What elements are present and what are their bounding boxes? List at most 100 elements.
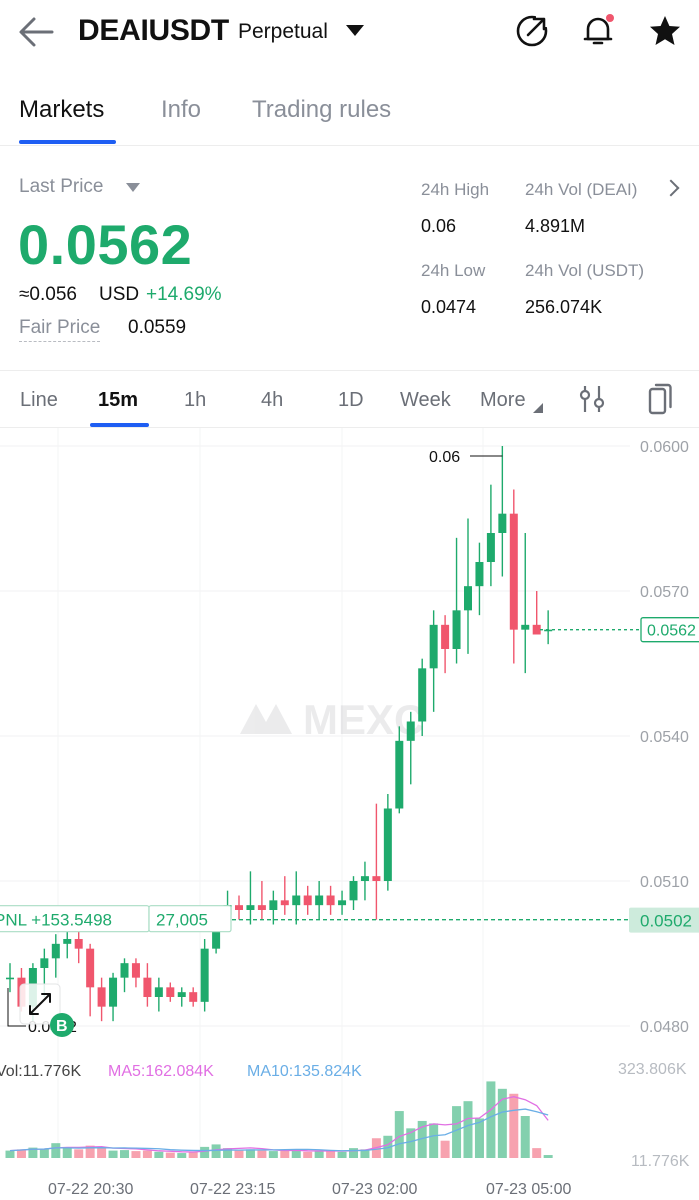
interval-active-indicator — [90, 423, 149, 427]
volume-bar — [452, 1106, 462, 1158]
volume-bar — [337, 1151, 347, 1158]
vol-base-label: 24h Vol (DEAI) — [525, 180, 638, 199]
last-price-dropdown-icon[interactable] — [126, 183, 140, 192]
y-tick-label: 0.0510 — [640, 874, 689, 891]
tab-active-indicator — [19, 140, 116, 144]
candle-body — [395, 740, 404, 809]
fullscreen-button[interactable] — [19, 983, 61, 1025]
low-24h-label: 24h Low — [421, 261, 486, 280]
volume-bar — [245, 1149, 255, 1158]
star-icon[interactable] — [648, 14, 682, 48]
volume-bar — [326, 1150, 336, 1158]
volume-bar — [257, 1150, 267, 1158]
interval-more[interactable]: More — [480, 389, 526, 411]
candle-body — [166, 987, 175, 997]
buy-marker[interactable]: B — [50, 1013, 74, 1037]
interval-1h[interactable]: 1h — [184, 389, 207, 411]
volume-bar — [28, 1147, 38, 1158]
header: DEAIUSDT Perpetual — [0, 0, 699, 64]
ma10-label: MA10:135.824K — [247, 1063, 362, 1080]
candle-body — [303, 895, 312, 906]
volume-bar — [314, 1151, 324, 1158]
low-24h-value: 0.0474 — [421, 297, 477, 317]
tabs-divider — [0, 145, 699, 146]
last-price-label[interactable]: Last Price — [19, 176, 104, 197]
interval-week[interactable]: Week — [400, 389, 451, 411]
rotate-screen-icon[interactable] — [646, 383, 674, 415]
share-icon[interactable] — [515, 14, 549, 48]
tab-info[interactable]: Info — [161, 96, 202, 123]
volume-ma10-line — [9, 1108, 549, 1152]
volume-bar — [234, 1150, 244, 1158]
candle-body — [521, 624, 530, 630]
volume-bar — [543, 1155, 553, 1158]
tab-trading-rules[interactable]: Trading rules — [252, 96, 392, 123]
candle-body — [51, 943, 60, 959]
volume-bar — [486, 1081, 496, 1158]
volume-bar — [39, 1148, 49, 1158]
vol-quote-label: 24h Vol (USDT) — [525, 261, 645, 280]
candle-body — [383, 808, 392, 881]
interval-1d[interactable]: 1D — [338, 389, 364, 411]
volume-group — [5, 1081, 553, 1158]
candle-body — [189, 992, 198, 1002]
candle-body — [429, 624, 438, 669]
vol-base-value: 4.891M — [525, 216, 586, 236]
candle-body — [349, 881, 358, 901]
x-tick-label: 07-23 02:00 — [332, 1181, 418, 1198]
volume-bar — [532, 1148, 542, 1158]
volume-bar — [51, 1143, 61, 1158]
candle-body — [280, 900, 289, 906]
ma5-label: MA5:162.084K — [108, 1063, 214, 1080]
volume-bar — [74, 1149, 84, 1158]
more-dropdown-icon[interactable] — [533, 403, 543, 413]
x-tick-label: 07-22 23:15 — [190, 1181, 276, 1198]
expand-icon — [29, 993, 51, 1015]
candle-body — [544, 629, 553, 632]
volume-bar — [142, 1150, 152, 1158]
contract-type[interactable]: Perpetual — [238, 20, 328, 43]
candle-body — [326, 895, 335, 906]
volume-bar — [406, 1128, 416, 1158]
candle-body — [418, 668, 427, 722]
candles-group — [6, 446, 553, 1022]
interval-line[interactable]: Line — [20, 389, 58, 411]
candle-body — [441, 624, 450, 649]
candle-body — [257, 905, 266, 910]
volume-bar — [383, 1135, 393, 1158]
chevron-right-icon[interactable] — [662, 179, 680, 197]
y-tick-label: 0.0570 — [640, 584, 689, 601]
x-axis-labels: 07-22 20:30 07-22 23:15 07-23 02:00 07-23 0… — [48, 1181, 572, 1198]
interval-divider — [0, 427, 699, 428]
indicator-settings-icon[interactable] — [578, 384, 606, 414]
candle-body — [315, 895, 324, 906]
volume-bar — [177, 1153, 187, 1158]
interval-4h[interactable]: 4h — [261, 389, 284, 411]
interval-15m[interactable]: 15m — [98, 389, 139, 411]
x-tick-label: 07-23 05:00 — [486, 1181, 572, 1198]
volume-bar — [165, 1152, 175, 1158]
symbol-dropdown-icon[interactable] — [346, 25, 364, 36]
tab-markets[interactable]: Markets — [19, 96, 105, 123]
price-divider — [0, 370, 699, 371]
candle-body — [235, 905, 243, 910]
symbol-title[interactable]: DEAIUSDT — [78, 14, 229, 47]
candle-body — [143, 977, 152, 997]
kline-chart[interactable]: MEXC 0.0562 0.0502 PNL +153.5498 27,005 … — [0, 428, 699, 1200]
y-tick-label: 0.0600 — [640, 439, 689, 456]
volume-bar — [5, 1150, 15, 1158]
candle-body — [97, 987, 106, 1007]
fair-price-label[interactable]: Fair Price — [19, 317, 101, 342]
bell-icon[interactable] — [581, 14, 615, 48]
back-arrow-icon[interactable] — [16, 14, 56, 50]
volume-bar — [280, 1150, 290, 1158]
volume-ma-lines — [9, 1096, 549, 1153]
position-line[interactable]: 0.0502 PNL +153.5498 27,005 — [0, 905, 699, 933]
candle-body — [406, 721, 415, 741]
volume-bar — [291, 1150, 301, 1158]
candle-body — [372, 876, 381, 881]
high-marker-label: 0.06 — [429, 449, 460, 466]
mexc-watermark: MEXC — [240, 696, 424, 743]
candle-body — [246, 905, 255, 910]
candle-body — [63, 939, 72, 944]
